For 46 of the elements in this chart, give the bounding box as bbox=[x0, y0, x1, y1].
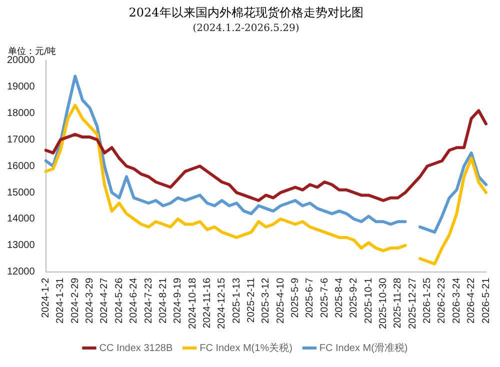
x-tick-label: 2025-7-6 bbox=[319, 277, 330, 318]
y-tick-label: 17000 bbox=[6, 134, 36, 146]
chart-subtitle: (2024.1.2-2026.5.29) bbox=[192, 22, 300, 34]
x-tick-label: 2024-4-27 bbox=[99, 277, 110, 324]
y-tick-label: 14000 bbox=[6, 214, 36, 225]
x-tick-label: 2024-5-26 bbox=[114, 277, 125, 324]
x-tick-label: 2026-1-25 bbox=[422, 277, 434, 324]
x-tick-label: 2024-6-24 bbox=[128, 277, 140, 324]
x-tick-label: 2025-9-2 bbox=[348, 277, 360, 318]
x-tick-label: 2025-10-1 bbox=[363, 277, 374, 324]
x-tick-label: 2024-3-29 bbox=[84, 277, 96, 324]
x-tick-label: 2025-6-7 bbox=[304, 277, 316, 318]
y-tick-label: 13000 bbox=[6, 240, 36, 252]
x-tick-label: 2025-5-9 bbox=[290, 277, 301, 318]
x-tick-label: 2026-5-21 bbox=[480, 277, 492, 324]
x-tick-label: 2025-11-28 bbox=[392, 277, 404, 328]
x-tick-label: 2025-4-10 bbox=[275, 277, 286, 324]
x-tick-label: 2024-1-2 bbox=[40, 277, 52, 318]
x-tick-label: 2025-2-11 bbox=[246, 277, 257, 323]
x-tick-label: 2024-10-18 bbox=[187, 277, 198, 330]
x-tick-label: 2026-2-23 bbox=[436, 277, 448, 324]
x-tick-label: 2025-12-27 bbox=[407, 277, 418, 330]
x-tick-label: 2024-8-21 bbox=[158, 277, 169, 324]
x-tick-label: 2025-3-12 bbox=[260, 277, 272, 324]
y-tick-label: 18000 bbox=[6, 108, 36, 120]
y-tick-label: 15000 bbox=[6, 187, 36, 198]
legend-label: FC Index M(1%关税) bbox=[200, 342, 292, 354]
x-tick-label: 2025-8-4 bbox=[334, 277, 346, 318]
x-tick-label: 2026-3-24 bbox=[451, 277, 462, 324]
y-tick-label: 19000 bbox=[6, 82, 36, 93]
x-tick-label: 2024-7-23 bbox=[143, 277, 154, 324]
x-tick-label: 2024-2-29 bbox=[70, 277, 81, 324]
x-tick-label: 2024-1-31 bbox=[55, 277, 66, 324]
x-tick-label: 2024-12-15 bbox=[216, 277, 228, 330]
y-tick-label: 16000 bbox=[6, 160, 36, 172]
y-tick-label: 20000 bbox=[6, 55, 36, 66]
chart-title: 2024年以来国内外棉花现货价格走势对比图 bbox=[128, 5, 364, 20]
legend-label: CC Index 3128B bbox=[99, 342, 173, 354]
y-tick-label: 12000 bbox=[6, 266, 36, 278]
legend-label: FC Index M(滑准税) bbox=[319, 342, 408, 354]
y-axis-title: 单位：元/吨 bbox=[8, 46, 56, 58]
x-tick-label: 2026-4-22 bbox=[466, 277, 478, 324]
x-tick-label: 2025-10-30 bbox=[378, 277, 390, 330]
x-tick-label: 2024-9-19 bbox=[172, 277, 184, 324]
x-tick-label: 2024-11-16 bbox=[202, 277, 213, 328]
x-tick-label: 2025-1-13 bbox=[231, 277, 242, 324]
